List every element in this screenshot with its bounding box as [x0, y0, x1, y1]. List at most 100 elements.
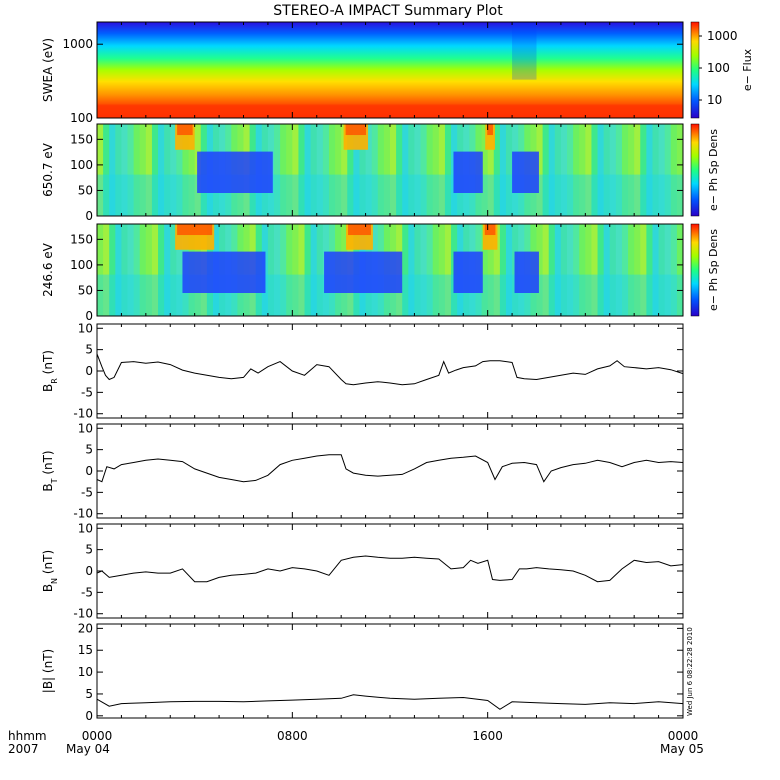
spectrogram-column: [426, 224, 434, 316]
y-tick-label: -5: [81, 585, 93, 599]
spectrogram-column: [585, 124, 592, 216]
y-tick-label: 5: [85, 543, 93, 557]
spectrogram-low: [514, 251, 539, 293]
spectrogram-column: [115, 124, 122, 216]
y-tick-label: 5: [85, 343, 93, 357]
spectrogram-column: [597, 224, 605, 316]
y-tick-label: 150: [70, 132, 93, 146]
spectrogram-column: [628, 124, 635, 216]
spectrogram-column: [634, 224, 641, 316]
spectrogram-low: [512, 151, 539, 193]
spectrogram-column: [487, 224, 495, 316]
spectrogram-column: [164, 124, 171, 216]
y-tick-label: -5: [81, 485, 93, 499]
y-axis-label: BT (nT): [41, 450, 59, 491]
spectrogram-column: [432, 224, 440, 316]
spectrogram-column: [139, 124, 147, 216]
spectrogram-column: [499, 124, 507, 216]
spectrogram-column: [664, 124, 672, 216]
spectrogram-column: [573, 224, 580, 316]
spectrogram-column: [298, 224, 306, 316]
spectrogram-low: [324, 251, 403, 293]
spectrogram-column: [658, 124, 666, 216]
spectrogram-column: [127, 224, 135, 316]
spectrogram-column: [158, 224, 165, 316]
y-tick-label: 20: [78, 621, 93, 635]
spectrogram-column: [676, 224, 684, 316]
spectrogram-column: [640, 224, 647, 316]
spectrogram-column: [371, 124, 379, 216]
spectrogram-column: [286, 124, 293, 216]
spectrogram-column: [438, 224, 446, 316]
spectrogram-column: [139, 224, 147, 316]
spectrogram-column: [438, 124, 446, 216]
spectrogram-column: [133, 224, 141, 316]
colorbar-2: [690, 223, 700, 317]
spectrogram-column: [97, 224, 104, 316]
spectrogram-column: [341, 124, 348, 216]
spectrogram-dip: [512, 22, 537, 80]
spectrogram-column: [554, 124, 562, 216]
spectrogram-column: [182, 124, 190, 216]
date-start: May 04: [66, 742, 110, 756]
y-tick-label: 10: [78, 521, 93, 535]
y-tick-label: 15: [78, 643, 93, 657]
x-tick-label: 1600: [472, 729, 503, 743]
spectrogram-column: [548, 224, 556, 316]
spectrogram-column: [676, 124, 684, 216]
series-line-3: [96, 353, 684, 386]
spectrogram-column: [97, 124, 104, 216]
spectrogram-column: [280, 224, 287, 316]
spectrogram-high: [177, 124, 193, 136]
spectrogram-column: [158, 124, 165, 216]
spectrogram-column: [420, 224, 428, 316]
spectrogram-column: [145, 124, 153, 216]
spectrogram-column: [298, 124, 306, 216]
series-line-5: [96, 555, 684, 583]
spectrogram-column: [121, 124, 129, 216]
spectrogram-floor: [97, 104, 683, 118]
spectrogram-column: [670, 224, 678, 316]
spectrogram-column: [444, 124, 452, 216]
spectrogram-column: [353, 124, 360, 216]
y-axis-label: 650.7 eV: [41, 142, 55, 197]
date-end: May 05: [660, 742, 704, 756]
y-tick-label: 100: [70, 158, 93, 172]
year-label: 2007: [8, 742, 39, 756]
spectrogram-column: [188, 124, 196, 216]
spectrogram-column: [444, 224, 452, 316]
spectrogram-low: [182, 251, 266, 293]
spectrogram-column: [481, 124, 489, 216]
spectrogram-column: [310, 124, 318, 216]
spectrogram-column: [377, 124, 385, 216]
spectrogram-low: [453, 151, 483, 193]
series-line-6: [96, 694, 684, 710]
x-tick-label: 0800: [277, 729, 308, 743]
colorbar-label: e− Flux: [741, 48, 754, 91]
y-tick-label: 5: [85, 687, 93, 701]
spectrogram-column: [542, 224, 550, 316]
spectrogram-column: [536, 224, 544, 316]
spectrogram-column: [493, 224, 501, 316]
spectrogram-column: [280, 124, 287, 216]
y-tick-label: 150: [70, 232, 93, 246]
y-tick-label: 0: [85, 209, 93, 223]
spectrogram-column: [390, 124, 397, 216]
spectrogram-column: [383, 124, 391, 216]
spectrogram-column: [560, 124, 568, 216]
y-tick-label: 50: [78, 283, 93, 297]
spectrogram-column: [652, 124, 660, 216]
spectrogram-column: [286, 224, 293, 316]
spectrogram-column: [103, 224, 110, 316]
panel-frame: [96, 323, 684, 419]
spectrogram-column: [634, 124, 641, 216]
spectrogram-column: [664, 224, 672, 316]
y-tick-label: 10: [78, 421, 93, 435]
spectrogram-column: [670, 124, 678, 216]
spectrogram-high: [345, 124, 367, 136]
spectrogram-column: [408, 224, 415, 316]
spectrogram-column: [365, 124, 373, 216]
spectrogram-column: [560, 224, 568, 316]
spectrogram-column: [426, 124, 434, 216]
